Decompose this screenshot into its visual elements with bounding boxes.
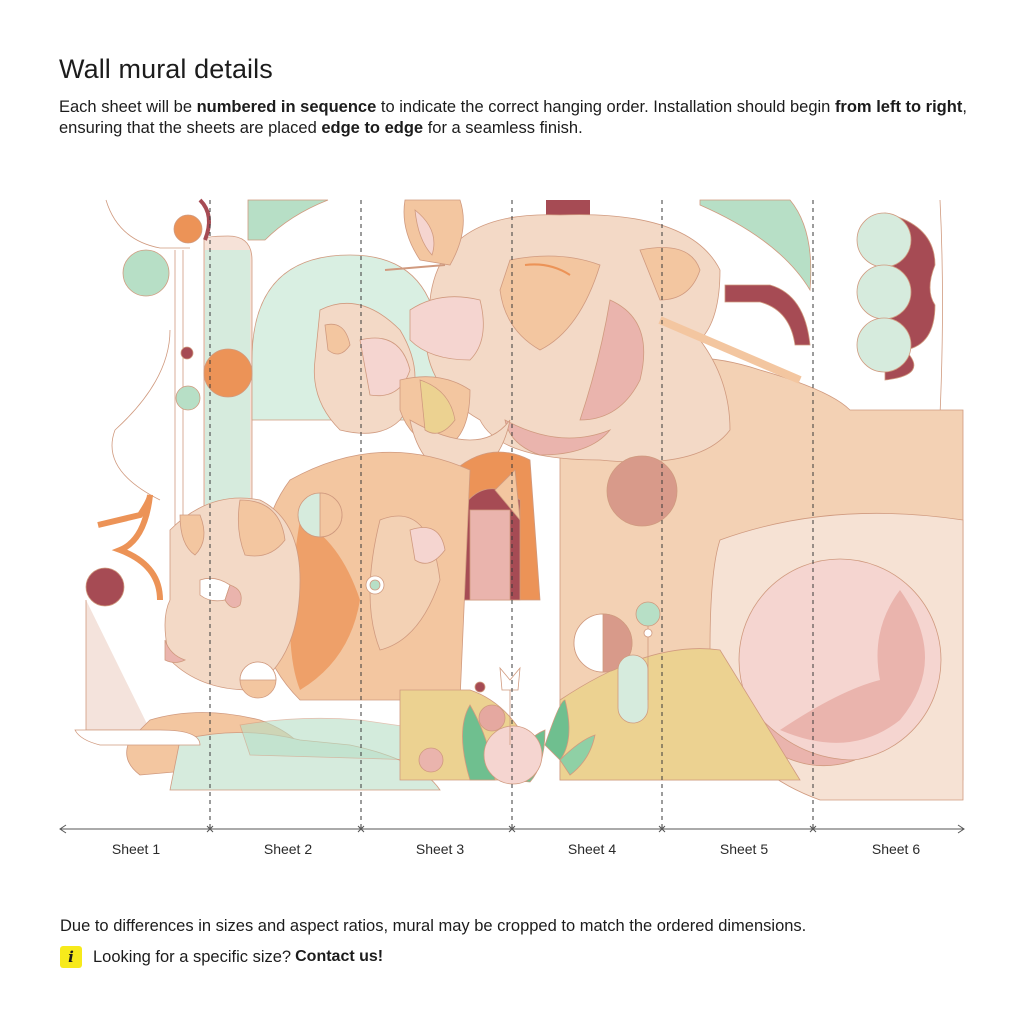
sheet-label: Sheet 1 <box>112 841 160 857</box>
sheet-dividers <box>209 200 814 828</box>
intro-paragraph: Each sheet will be numbered in sequence … <box>59 97 989 139</box>
sheet-ruler <box>59 824 965 834</box>
intro-emphasis: edge to edge <box>321 119 424 137</box>
custom-size-row: i Looking for a specific size? Contact u… <box>60 946 383 968</box>
sheet-label: Sheet 4 <box>568 841 616 857</box>
crop-note: Due to differences in sizes and aspect r… <box>60 917 807 935</box>
sheet-label: Sheet 2 <box>264 841 312 857</box>
info-icon: i <box>60 946 82 968</box>
mural-artwork <box>74 198 964 801</box>
custom-size-text: Looking for a specific size? <box>93 947 292 966</box>
mural-preview: Sheet 1 Sheet 2 Sheet 3 Sheet 4 Sheet 5 … <box>59 198 965 857</box>
page-title: Wall mural details <box>59 54 273 84</box>
intro-text: to indicate the correct hanging order. I… <box>376 98 835 116</box>
intro-text: for a seamless finish. <box>423 119 583 137</box>
intro-emphasis: from left to right <box>834 98 963 116</box>
sheet-label: Sheet 3 <box>416 841 464 857</box>
intro-text: , ensuring that the sheets are placed <box>59 98 967 137</box>
sheet-labels: Sheet 1 Sheet 2 Sheet 3 Sheet 4 Sheet 5 … <box>112 841 920 857</box>
sheet-label: Sheet 5 <box>720 841 768 857</box>
contact-us-link[interactable]: Contact us! <box>295 948 384 965</box>
intro-text: Each sheet will be <box>59 98 197 116</box>
sheet-label: Sheet 6 <box>872 841 920 857</box>
intro-emphasis: numbered in sequence <box>196 98 377 116</box>
